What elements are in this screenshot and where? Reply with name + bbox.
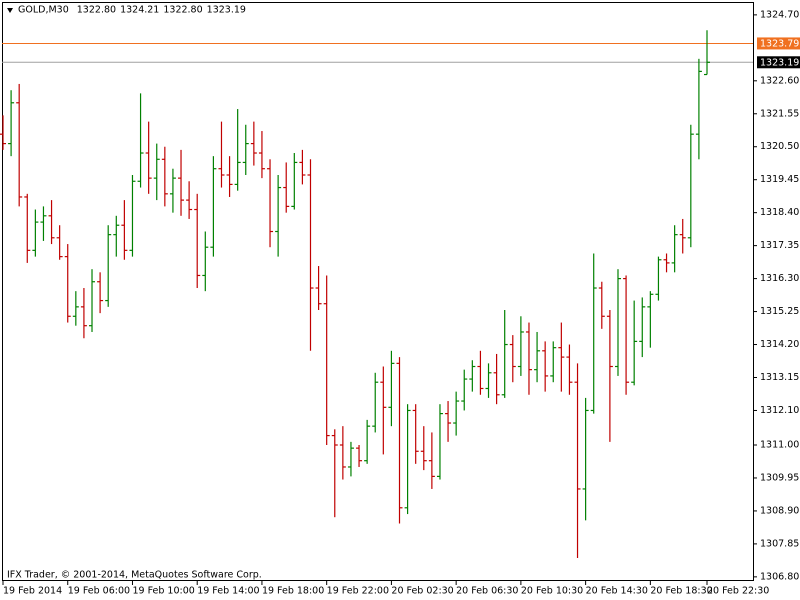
- x-tick-label: 20 Feb 02:30: [391, 586, 453, 597]
- menu-arrow[interactable]: [7, 8, 13, 13]
- x-tick-label: 20 Feb 18:30: [650, 586, 712, 597]
- y-tick-label: 1319.45: [760, 174, 799, 185]
- y-tick-label: 1313.15: [760, 372, 799, 383]
- x-tick-label: 20 Feb 06:30: [456, 586, 518, 597]
- y-tick-label: 1316.30: [760, 273, 799, 284]
- x-tick-label: 20 Feb 22:30: [707, 586, 769, 597]
- header-value: 1323.19: [207, 5, 246, 16]
- y-tick-label: 1321.55: [760, 108, 799, 119]
- y-tick-label: 1312.10: [760, 405, 799, 416]
- y-tick-label: 1324.70: [760, 9, 799, 20]
- price-label: 1323.19: [760, 57, 799, 68]
- x-tick-label: 19 Feb 14:00: [197, 586, 259, 597]
- header-value: 1324.21: [120, 5, 159, 16]
- header-value: 1322.80: [77, 5, 116, 16]
- x-tick-label: 19 Feb 2014: [3, 586, 62, 597]
- x-tick-label: 19 Feb 06:00: [68, 586, 130, 597]
- price-label: 1323.79: [760, 38, 799, 49]
- x-tick-label: 20 Feb 10:30: [521, 586, 583, 597]
- y-tick-label: 1322.60: [760, 75, 799, 86]
- price-label-box: [757, 56, 800, 69]
- x-tick-label: 20 Feb 14:30: [586, 586, 648, 597]
- y-tick-label: 1314.20: [760, 339, 799, 350]
- x-tick-label: 19 Feb 10:00: [132, 586, 194, 597]
- footer: IFX Trader, © 2001-2014, MetaQuotes Soft…: [7, 570, 262, 581]
- y-tick-label: 1311.00: [760, 439, 799, 450]
- y-tick-label: 1308.90: [760, 505, 799, 516]
- y-tick-label: 1320.50: [760, 141, 799, 152]
- y-tick-label: 1306.80: [760, 571, 799, 582]
- y-tick-label: 1317.35: [760, 240, 799, 251]
- x-tick-label: 19 Feb 18:00: [262, 586, 324, 597]
- price-label-box: [757, 37, 800, 50]
- y-tick-label: 1307.85: [760, 538, 799, 549]
- plot-frame: [2, 2, 754, 581]
- y-tick-label: 1315.25: [760, 306, 799, 317]
- y-tick-label: 1318.40: [760, 207, 799, 218]
- x-tick-label: 19 Feb 22:00: [327, 586, 389, 597]
- header-value: 1322.80: [163, 5, 202, 16]
- y-tick-label: 1309.95: [760, 472, 799, 483]
- chart-title: GOLD,M30: [18, 5, 69, 16]
